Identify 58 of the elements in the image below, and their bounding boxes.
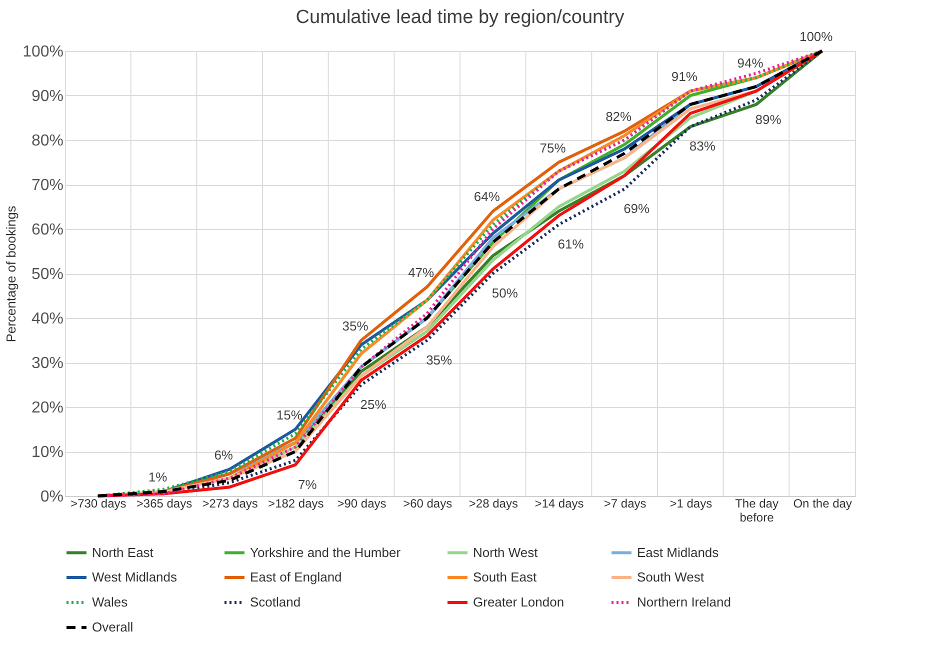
annotation: 1%	[148, 470, 168, 485]
x-tick-label: >1 days	[670, 496, 712, 510]
legend-label: Yorkshire and the Humber	[250, 544, 402, 560]
annotation: 15%	[276, 407, 303, 422]
annotation: 75%	[540, 140, 566, 156]
y-tick-label: 80%	[31, 132, 64, 150]
legend-label: East of England	[250, 570, 342, 584]
annotation: 69%	[624, 200, 650, 216]
legend-label: Greater London	[473, 594, 564, 610]
annotation: 89%	[755, 112, 782, 127]
y-tick-label: 50%	[31, 266, 64, 283]
annotation: 35%	[342, 318, 369, 334]
x-tick-label: >273 days	[202, 496, 258, 510]
legend-label: East Midlands	[637, 544, 720, 560]
x-tick-label: >730 days	[70, 496, 126, 510]
annotation: 100%	[799, 29, 834, 44]
legend-label: Wales	[92, 594, 128, 610]
annotation: 83%	[689, 138, 716, 154]
x-tick-label: >90 days	[337, 496, 386, 510]
annotation: 6%	[214, 447, 234, 462]
x-tick-label: >28 days	[468, 496, 518, 510]
x-tick-label: >7 days	[604, 496, 646, 510]
x-tick-label: The day before	[735, 496, 778, 524]
legend-label: Scotland	[250, 594, 301, 610]
x-tick-label: >365 days	[136, 496, 192, 510]
x-tick-label: >14 days	[534, 496, 584, 510]
x-tick-label: >182 days	[268, 496, 324, 510]
y-tick-label: 40%	[31, 310, 64, 328]
annotation: 35%	[426, 352, 453, 368]
y-tick-label: 10%	[31, 444, 64, 461]
y-tick-label: 20%	[31, 400, 64, 416]
annotation: 7%	[298, 476, 318, 492]
x-tick-label: On the day	[793, 496, 852, 510]
annotation: 47%	[408, 264, 435, 280]
annotation: 91%	[671, 69, 698, 84]
y-tick-label: 30%	[31, 355, 64, 372]
annotation: 64%	[474, 189, 500, 204]
legend-label: North East	[92, 544, 154, 560]
annotation: 82%	[606, 109, 632, 124]
y-tick-label: 100%	[22, 44, 64, 60]
y-tick-label: 70%	[31, 177, 64, 194]
y-tick-label: 60%	[31, 222, 64, 238]
legend-label: Northern Ireland	[637, 594, 731, 610]
legend-label: Overall	[92, 620, 134, 634]
legend-label: South West	[637, 570, 704, 584]
x-tick-label: >60 days	[403, 496, 452, 510]
y-axis-title: Percentage of bookings	[4, 205, 19, 342]
annotation: 61%	[558, 236, 584, 252]
annotation: 94%	[737, 56, 764, 71]
line-series	[96, 50, 824, 498]
y-tick-label: 90%	[31, 88, 64, 105]
annotation: 50%	[492, 286, 518, 300]
legend-label: North West	[473, 544, 538, 560]
legend-label: West Midlands	[92, 570, 178, 584]
annotation: 25%	[360, 396, 387, 412]
chart-title: Cumulative lead time by region/country	[296, 7, 625, 28]
legend-label: South East	[473, 570, 537, 584]
y-tick-label: 0%	[40, 488, 64, 506]
